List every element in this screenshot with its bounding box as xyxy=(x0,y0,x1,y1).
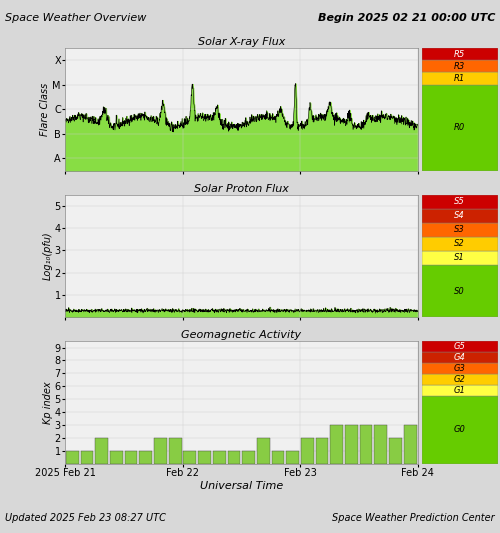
Bar xyxy=(345,425,358,464)
Bar xyxy=(374,425,387,464)
Bar xyxy=(316,438,328,464)
Y-axis label: Log₁₀(pfu): Log₁₀(pfu) xyxy=(43,231,53,280)
Text: S1: S1 xyxy=(454,254,465,262)
Bar xyxy=(422,72,498,85)
Bar xyxy=(154,438,167,464)
Text: Updated 2025 Feb 23 08:27 UTC: Updated 2025 Feb 23 08:27 UTC xyxy=(5,513,166,523)
Bar xyxy=(66,451,78,464)
Bar xyxy=(422,195,498,208)
Bar xyxy=(301,438,314,464)
Bar xyxy=(286,451,299,464)
Bar xyxy=(169,438,181,464)
Text: S5: S5 xyxy=(454,197,465,206)
Text: S4: S4 xyxy=(454,211,465,220)
Bar xyxy=(422,237,498,251)
Bar xyxy=(360,425,372,464)
Text: Space Weather Prediction Center: Space Weather Prediction Center xyxy=(332,513,495,523)
Bar xyxy=(422,85,498,171)
Text: G0: G0 xyxy=(454,425,466,434)
Bar xyxy=(422,60,498,72)
Bar xyxy=(422,374,498,385)
Text: S2: S2 xyxy=(454,239,465,248)
Bar xyxy=(404,425,416,464)
Bar xyxy=(110,451,123,464)
Bar xyxy=(184,451,196,464)
Bar xyxy=(242,451,255,464)
Text: Begin 2025 02 21 00:00 UTC: Begin 2025 02 21 00:00 UTC xyxy=(318,13,495,23)
Bar xyxy=(213,451,226,464)
Bar xyxy=(198,451,211,464)
Bar xyxy=(124,451,138,464)
Bar xyxy=(96,438,108,464)
Text: G1: G1 xyxy=(454,386,466,395)
Text: Space Weather Overview: Space Weather Overview xyxy=(5,13,146,23)
Bar xyxy=(422,363,498,374)
Bar xyxy=(422,265,498,317)
Text: S0: S0 xyxy=(454,287,465,296)
Text: R0: R0 xyxy=(454,123,465,132)
Text: R3: R3 xyxy=(454,62,465,71)
Title: Geomagnetic Activity: Geomagnetic Activity xyxy=(181,330,302,341)
X-axis label: Universal Time: Universal Time xyxy=(200,481,283,491)
Text: G3: G3 xyxy=(454,364,466,373)
Text: R5: R5 xyxy=(454,50,465,59)
Bar xyxy=(422,341,498,352)
Text: R1: R1 xyxy=(454,74,465,83)
Bar xyxy=(422,385,498,396)
Bar xyxy=(422,251,498,265)
Bar xyxy=(330,425,343,464)
Bar xyxy=(389,438,402,464)
Y-axis label: Flare Class: Flare Class xyxy=(40,83,50,136)
Text: G2: G2 xyxy=(454,375,466,384)
Bar xyxy=(272,451,284,464)
Bar xyxy=(80,451,94,464)
Bar xyxy=(257,438,270,464)
Title: Solar Proton Flux: Solar Proton Flux xyxy=(194,184,288,194)
Bar xyxy=(422,208,498,223)
Bar xyxy=(422,48,498,60)
Text: G5: G5 xyxy=(454,342,466,351)
Bar xyxy=(422,396,498,464)
Title: Solar X-ray Flux: Solar X-ray Flux xyxy=(198,37,285,47)
Text: S3: S3 xyxy=(454,225,465,235)
Bar xyxy=(228,451,240,464)
Text: G4: G4 xyxy=(454,353,466,362)
Bar xyxy=(422,223,498,237)
Bar xyxy=(140,451,152,464)
Bar xyxy=(422,352,498,363)
Y-axis label: Kp index: Kp index xyxy=(43,381,53,424)
